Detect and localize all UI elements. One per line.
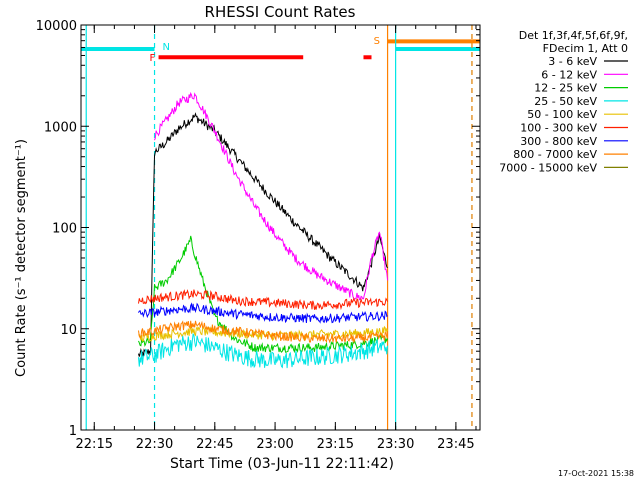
x-tick-label-2: 22:45	[196, 437, 233, 452]
legend: Det 1f,3f,4f,5f,6f,9f,FDecim 1, Att 03 -…	[499, 29, 628, 174]
annotation-f: F	[150, 53, 156, 64]
generation-timestamp: 17-Oct-2021 15:38	[558, 469, 634, 478]
x-tick-label-1: 22:30	[136, 437, 173, 452]
series-line-6	[138, 302, 388, 324]
x-tick-label-4: 23:15	[317, 437, 354, 452]
flag-annotations: NF S	[150, 36, 380, 64]
chart-title: RHESSI Count Rates	[205, 3, 356, 21]
series-line-5	[138, 289, 389, 311]
y-tick-label-4: 10000	[36, 19, 77, 34]
x-axis-label: Start Time (03-Jun-11 22:11:42)	[170, 456, 394, 472]
legend-header-0: Det 1f,3f,4f,5f,6f,9f,	[519, 29, 628, 42]
legend-header-1: FDecim 1, Att 0	[543, 42, 628, 55]
series-line-3	[138, 332, 389, 369]
y-tick-label-2: 100	[52, 222, 77, 237]
series-line-0	[138, 112, 388, 357]
series-line-7	[138, 320, 388, 344]
flag-bars	[81, 39, 480, 60]
legend-label-6: 300 - 800 keV	[520, 135, 597, 148]
y-axis-label: Count Rate (s⁻¹ detector segment⁻¹)	[14, 139, 29, 377]
x-tick-label-5: 23:30	[377, 437, 414, 452]
series-lines	[138, 91, 389, 369]
legend-label-3: 25 - 50 keV	[534, 95, 597, 108]
legend-label-5: 100 - 300 keV	[520, 122, 597, 135]
y-tick-label-0: 1	[69, 424, 77, 439]
x-tick-label-6: 23:45	[437, 437, 474, 452]
x-tick-label-0: 22:15	[76, 437, 113, 452]
legend-label-0: 3 - 6 keV	[548, 55, 597, 68]
annotation-n: N	[163, 42, 170, 53]
legend-label-2: 12 - 25 keV	[534, 82, 597, 95]
axes: 1 10 100 1000 10000 22:15 22:30 22:45 23:00 23:15…	[36, 19, 481, 452]
y-tick-label-3: 1000	[44, 120, 77, 135]
x-tick-label-3: 23:00	[256, 437, 293, 452]
legend-label-4: 50 - 100 keV	[527, 108, 597, 121]
legend-label-1: 6 - 12 keV	[541, 68, 597, 81]
annotation-s: S	[374, 36, 380, 47]
series-line-4	[138, 325, 389, 342]
y-tick-label-1: 10	[60, 323, 77, 338]
legend-label-8: 7000 - 15000 keV	[499, 161, 597, 174]
series-line-1	[154, 91, 389, 301]
legend-label-7: 800 - 7000 keV	[513, 148, 597, 161]
series-line-2	[138, 235, 389, 354]
